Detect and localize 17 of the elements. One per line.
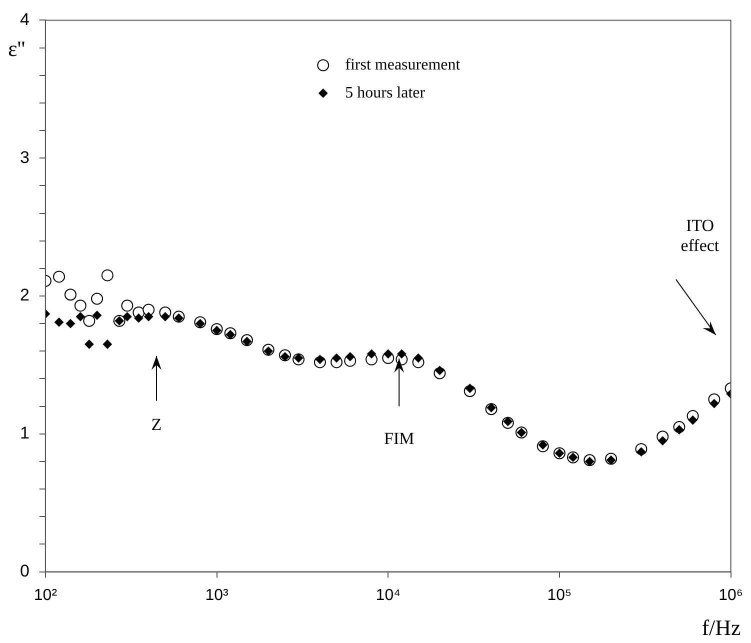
annotation: Z xyxy=(151,415,162,434)
y-axis-title: ε'' xyxy=(8,36,26,61)
y-tick-label: 3 xyxy=(20,148,30,167)
x-tick-label: 10⁶ xyxy=(718,586,744,604)
x-tick-label: 10⁵ xyxy=(547,586,572,604)
legend-label: 5 hours later xyxy=(345,84,426,102)
y-tick-label: 0 xyxy=(20,561,30,580)
y-tick-label: 4 xyxy=(20,10,30,29)
annotation: ITO effect xyxy=(680,216,720,255)
x-tick-label: 10³ xyxy=(205,586,230,604)
annotation: FIM xyxy=(384,428,414,448)
y-tick-label: 1 xyxy=(20,424,30,443)
x-tick-label: 10² xyxy=(34,586,58,604)
legend-label: first measurement xyxy=(345,56,461,74)
y-tick-label: 2 xyxy=(20,286,30,305)
x-axis-title: f/Hz xyxy=(702,615,742,640)
x-tick-label: 10⁴ xyxy=(376,586,401,604)
